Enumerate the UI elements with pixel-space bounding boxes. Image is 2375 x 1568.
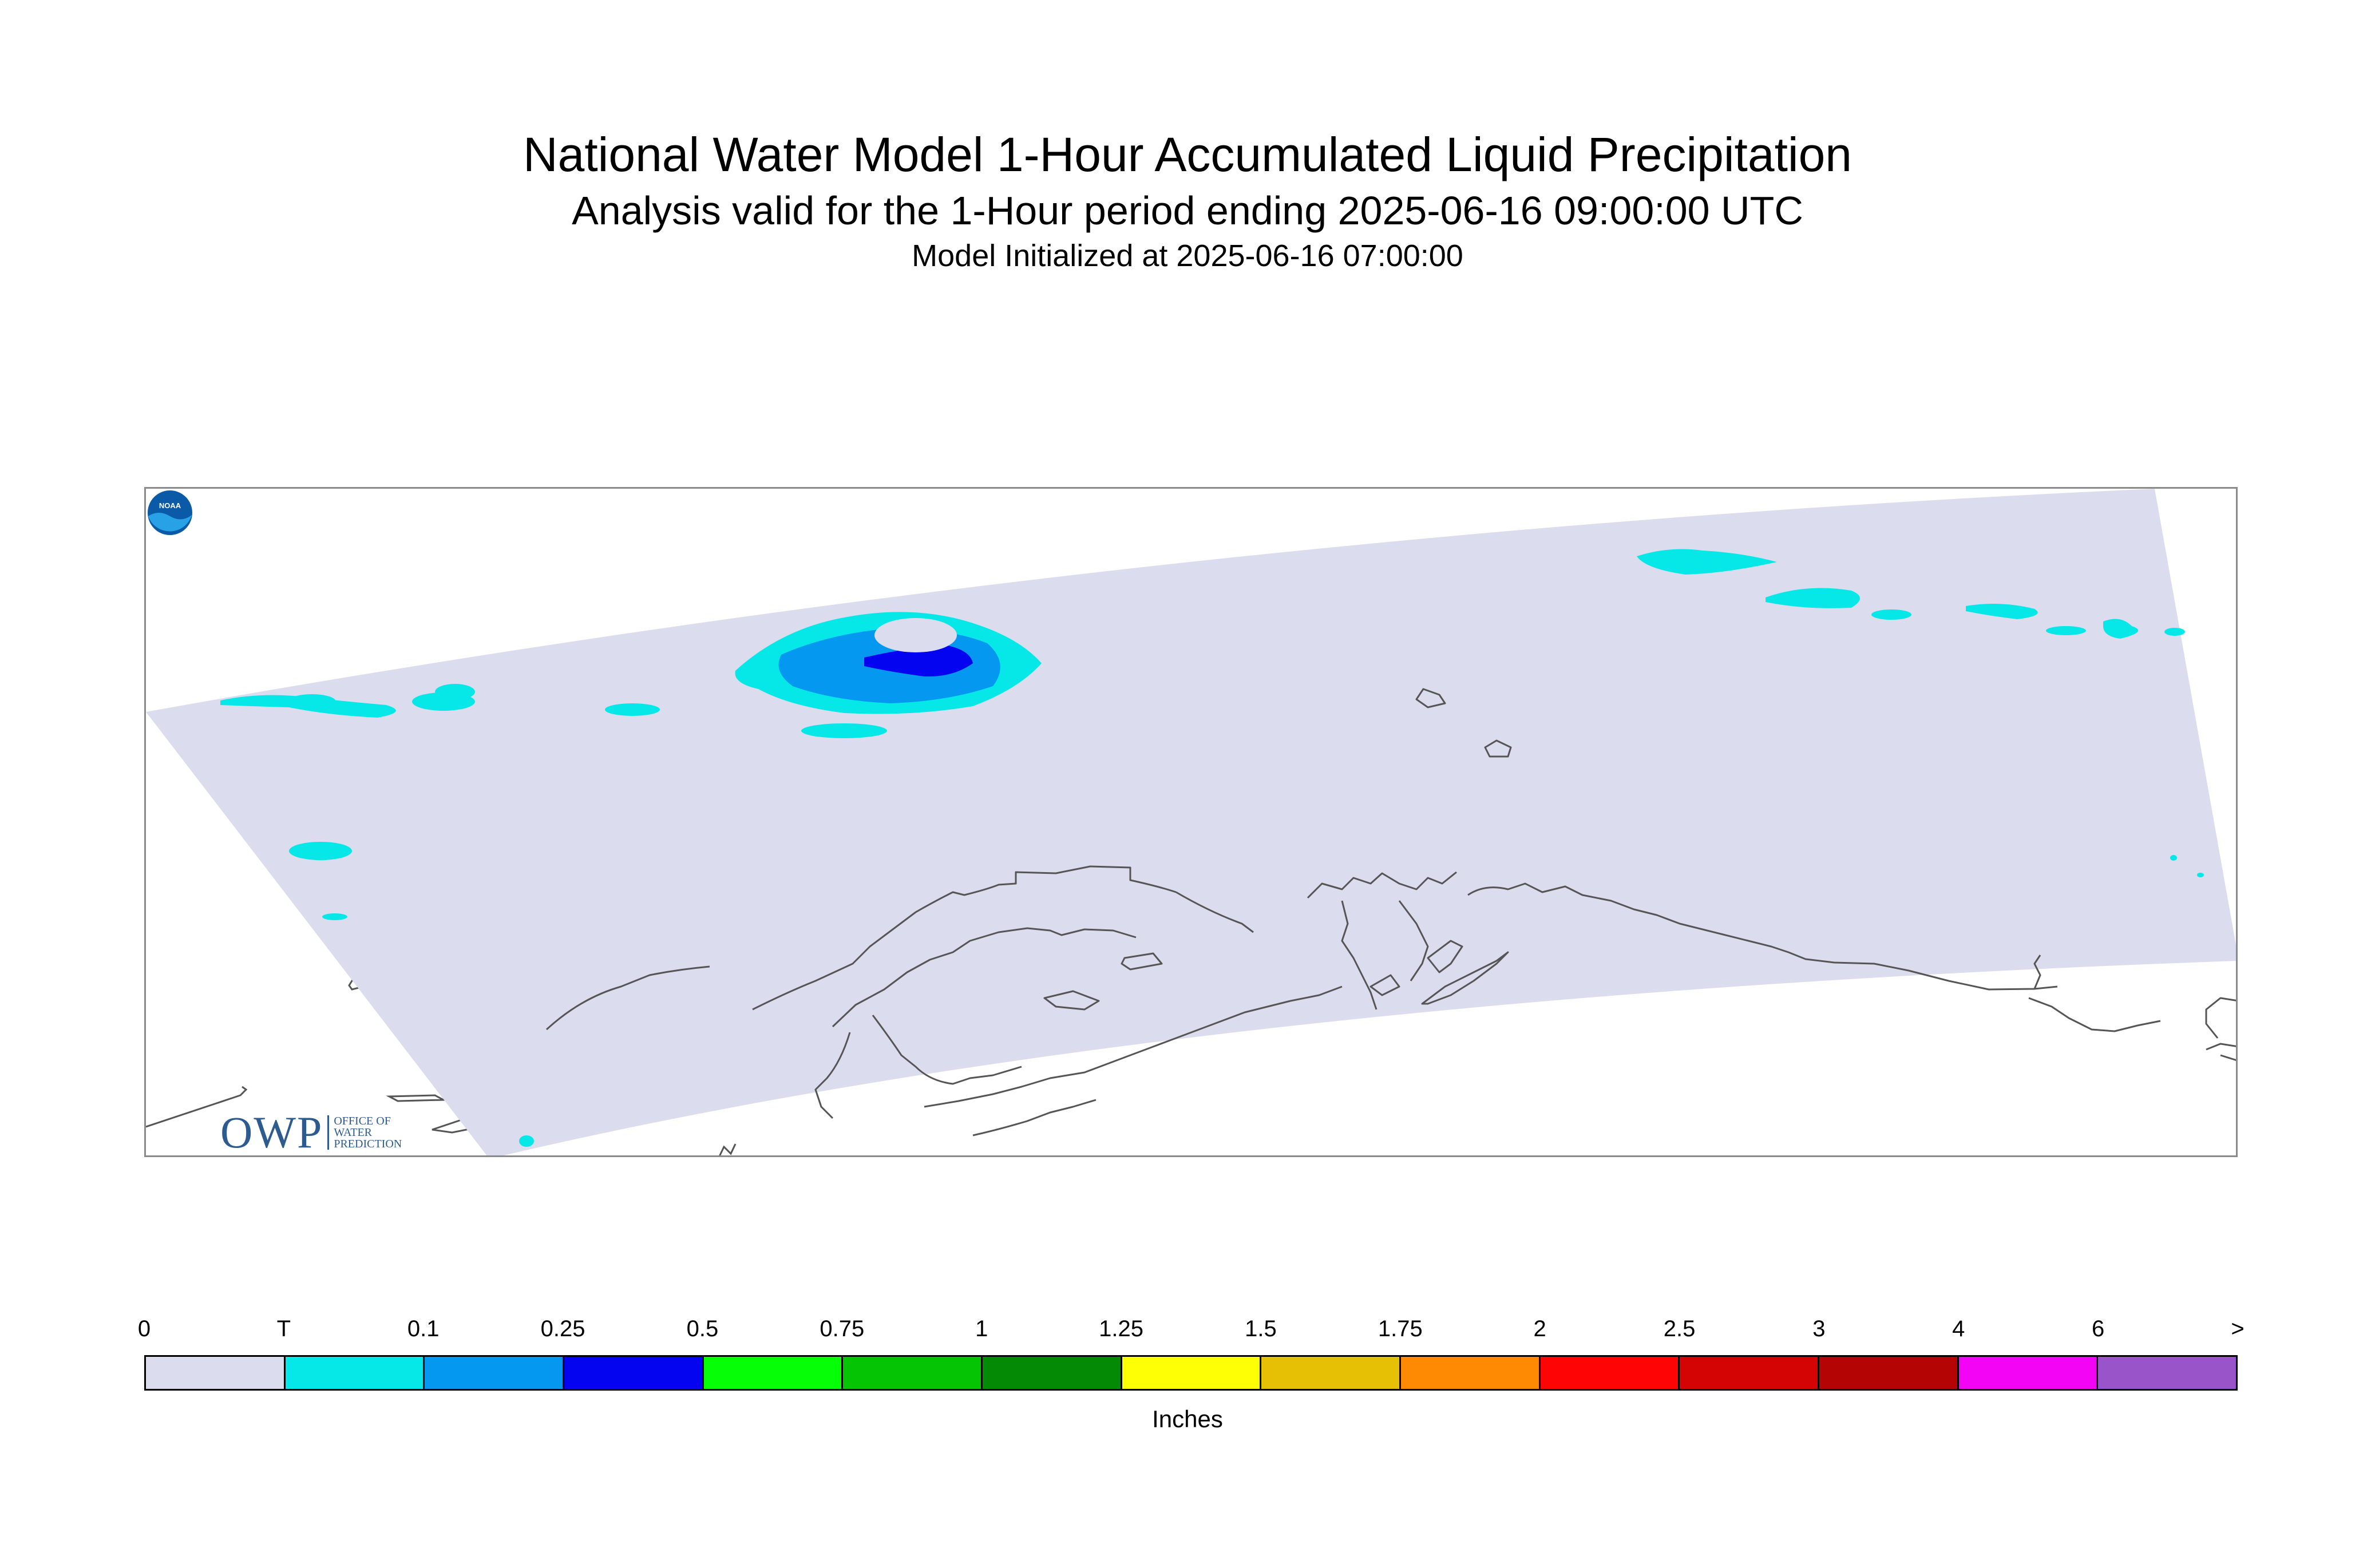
colorbar-tick-label: 1.5 [1245, 1316, 1277, 1341]
colorbar-tick-label: 2.5 [1663, 1316, 1696, 1341]
chart-subtitle: Analysis valid for the 1-Hour period end… [572, 188, 1803, 233]
colorbar [144, 1355, 2238, 1391]
colorbar-segment [564, 1357, 704, 1389]
colorbar-segment [703, 1357, 844, 1389]
colorbar-segment [1540, 1357, 1680, 1389]
colorbar-segment [1958, 1357, 2099, 1389]
dry-hole [874, 618, 957, 652]
colorbar-segment [425, 1357, 565, 1389]
colorbar-tick-label: 3 [1812, 1316, 1826, 1341]
colorbar-segment [146, 1357, 286, 1389]
owp-logo: OWP OFFICE OF WATER PREDICTION [220, 1107, 402, 1157]
colorbar-segment [843, 1357, 983, 1389]
colorbar-tick-label: 0 [137, 1316, 151, 1341]
precip-heavy [864, 644, 973, 677]
noaa-logo-text: NOAA [159, 501, 181, 510]
colorbar-tick-label: 1.25 [1099, 1316, 1143, 1341]
colorbar-tick-label: > [2231, 1316, 2245, 1341]
colorbar-tick-label: 0.25 [540, 1316, 585, 1341]
colorbar-tick-labels: 0 T 0.1 0.25 0.5 0.75 1 1.25 1.5 1.75 2 2.5 3 4 6 > [138, 1316, 2245, 1351]
map-canvas [146, 489, 2236, 1155]
owp-logo-letters: OWP [220, 1107, 323, 1157]
colorbar-tick-label: 0.75 [820, 1316, 865, 1341]
precipitation-map: OWP OFFICE OF WATER PREDICTION NOAA [144, 487, 2238, 1157]
colorbar-units: Inches [1152, 1405, 1223, 1432]
model-init-time: Model Initialized at 2025-06-16 07:00:00 [912, 239, 1463, 273]
colorbar-segment [1680, 1357, 1820, 1389]
colorbar-tick-label: 6 [2092, 1316, 2105, 1341]
colorbar-segment [2098, 1357, 2237, 1389]
owp-logo-text: OFFICE OF WATER PREDICTION [327, 1115, 402, 1150]
coastline [545, 688, 2236, 1137]
colorbar-segment [983, 1357, 1122, 1389]
colorbar-tick-label: 1.75 [1378, 1316, 1423, 1341]
chart-title: National Water Model 1-Hour Accumulated … [522, 128, 1852, 181]
colorbar-tick-label: 1 [975, 1316, 988, 1341]
colorbar-segment [1819, 1357, 1959, 1389]
colorbar-tick-label: 4 [1952, 1316, 1965, 1341]
colorbar-tick-label: 0.1 [407, 1316, 440, 1341]
model-domain [146, 489, 2236, 1155]
noaa-logo: NOAA [147, 489, 193, 536]
colorbar-tick-label: 0.5 [686, 1316, 719, 1341]
colorbar-tick-label: 2 [1533, 1316, 1546, 1341]
colorbar-segment [1261, 1357, 1402, 1389]
colorbar-segment [285, 1357, 425, 1389]
colorbar-segment [1401, 1357, 1541, 1389]
colorbar-segment [1122, 1357, 1262, 1389]
colorbar-tick-label: T [276, 1316, 291, 1341]
